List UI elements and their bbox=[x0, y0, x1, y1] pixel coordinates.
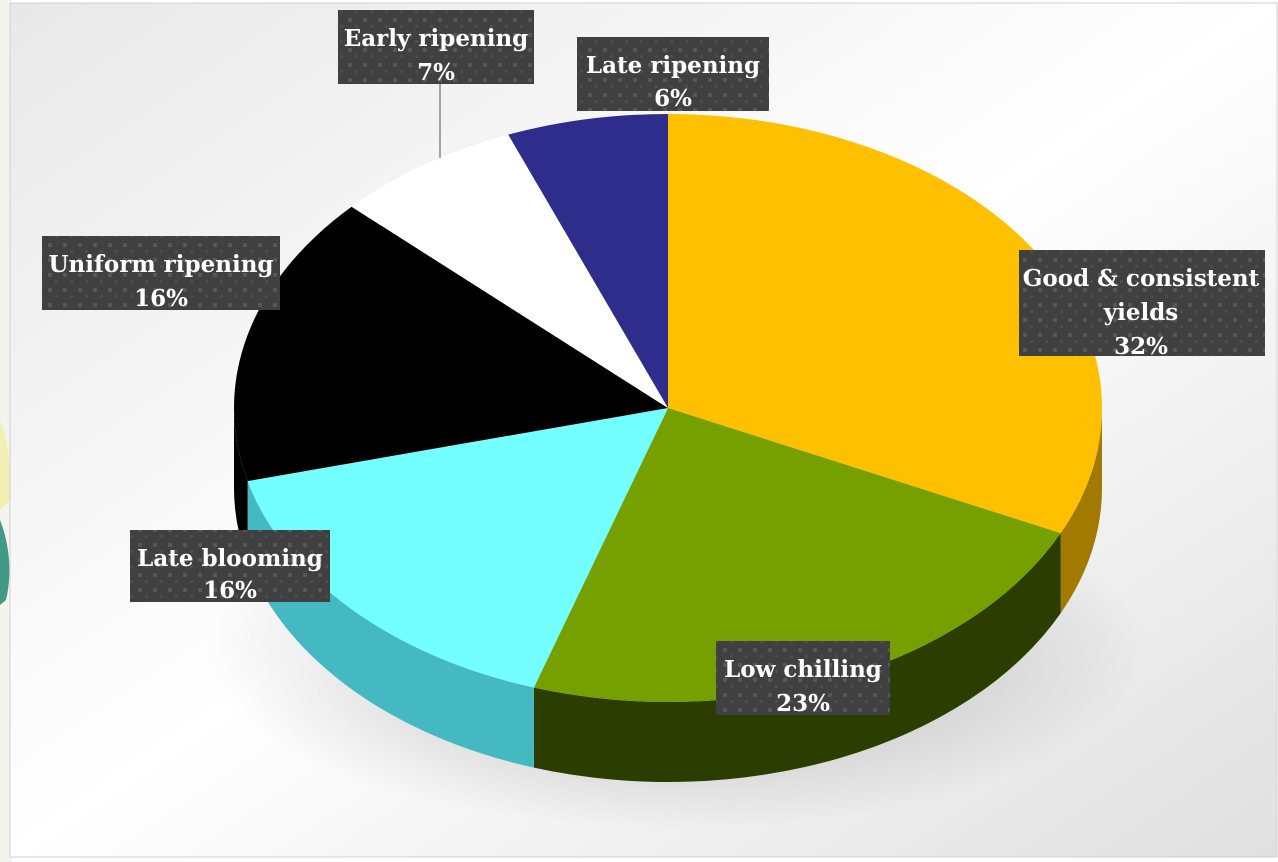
data-label-late-ripening: Late ripening 6% bbox=[577, 37, 769, 112]
slice-early-ripening bbox=[351, 134, 668, 409]
data-label-category: yields bbox=[1103, 299, 1179, 326]
data-label-percent: 23% bbox=[776, 690, 830, 717]
pie-top bbox=[233, 114, 1102, 702]
slice-late-blooming bbox=[247, 408, 669, 688]
data-label-percent: 32% bbox=[1114, 333, 1168, 360]
data-label-category: Good & consistent bbox=[1023, 265, 1260, 292]
data-label-category: Late ripening bbox=[586, 52, 760, 79]
data-label-box bbox=[577, 37, 769, 111]
data-labels: Good & consistent yields 32% Low chilling 23… bbox=[42, 10, 1265, 717]
data-label-percent: 16% bbox=[134, 285, 188, 312]
data-label-uniform-ripening: Uniform ripening 16% bbox=[42, 236, 280, 312]
slice-low-chilling bbox=[533, 408, 1061, 702]
data-label-percent: 16% bbox=[203, 577, 257, 604]
data-label-box bbox=[1019, 250, 1265, 356]
pie-sides bbox=[234, 408, 1102, 782]
slice-good-and-consistent-yields bbox=[668, 114, 1102, 534]
slice-side-late-blooming bbox=[247, 481, 534, 768]
data-label-percent: 7% bbox=[417, 59, 455, 86]
data-label-late-blooming: Late blooming 16% bbox=[130, 530, 330, 604]
data-label-category: Late blooming bbox=[137, 545, 323, 572]
data-label-low-chilling: Low chilling 23% bbox=[716, 641, 890, 717]
data-label-category: Early ripening bbox=[344, 25, 529, 52]
slice-uniform-ripening bbox=[233, 206, 668, 482]
data-label-category: Uniform ripening bbox=[48, 251, 273, 278]
data-label-good-and-consistent-yields: Good & consistent yields 32% bbox=[1019, 250, 1265, 360]
data-label-box bbox=[338, 10, 534, 84]
data-label-box bbox=[716, 641, 890, 715]
data-label-category: Low chilling bbox=[724, 656, 882, 683]
data-label-early-ripening: Early ripening 7% bbox=[338, 10, 534, 86]
decor-yellow-swoosh bbox=[0, 420, 11, 510]
decor-teal-swoosh bbox=[0, 520, 10, 605]
slice-side-uniform-ripening bbox=[234, 408, 248, 562]
data-label-percent: 6% bbox=[654, 85, 692, 112]
slice-side-low-chilling bbox=[533, 533, 1061, 782]
left-edge-decor bbox=[0, 0, 12, 862]
slice-late-ripening bbox=[508, 114, 668, 408]
slice-side-good-and-consistent-yields bbox=[1060, 408, 1102, 614]
data-label-box bbox=[42, 236, 280, 310]
data-label-box bbox=[130, 530, 330, 602]
